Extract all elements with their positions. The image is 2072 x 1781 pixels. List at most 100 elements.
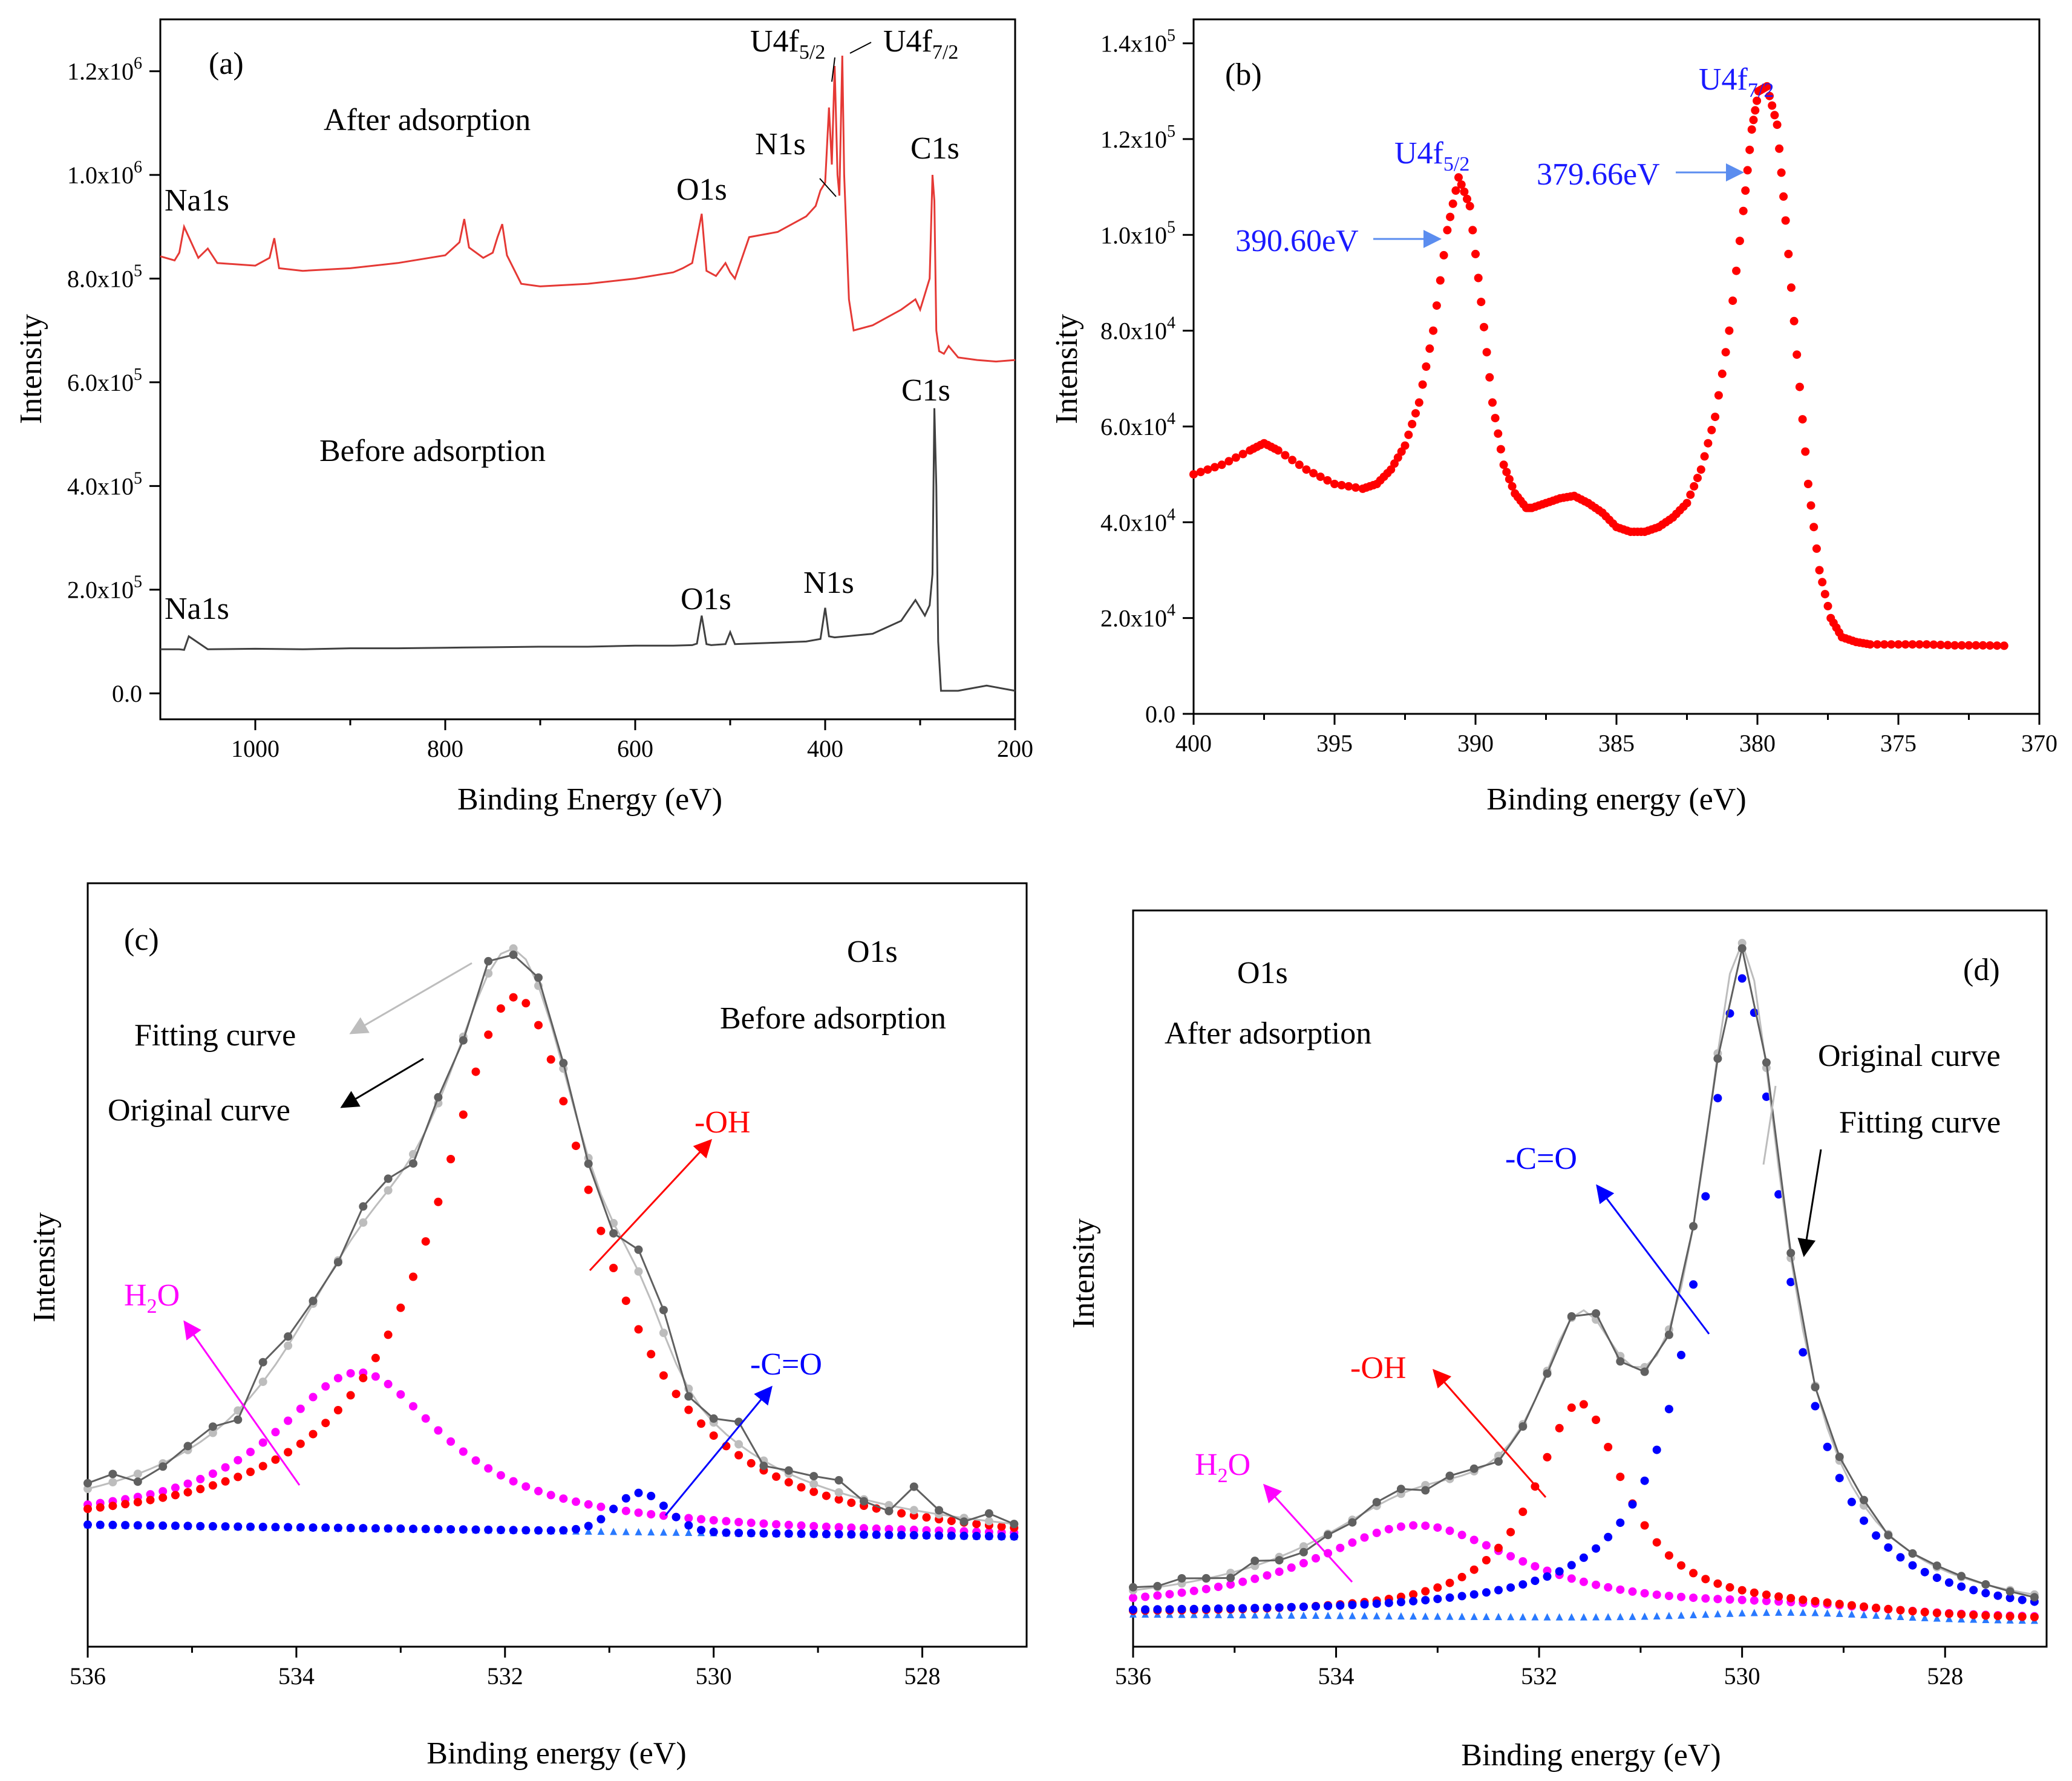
baseline-point: [1884, 1612, 1892, 1619]
baseline-point: [1787, 1608, 1795, 1616]
oh-point: [1494, 1543, 1503, 1552]
h2o-point: [371, 1372, 380, 1381]
baseline-point: [1336, 1612, 1344, 1619]
panel-c-state: Before adsorption: [720, 1001, 946, 1036]
u4f-point: [1936, 641, 1945, 649]
u4f-point: [1812, 544, 1821, 553]
original-curve-point: [584, 1159, 593, 1168]
fitting-curve-point: [834, 1488, 843, 1497]
oh-point: [446, 1155, 456, 1163]
h2o-point: [221, 1463, 230, 1472]
u4f-point: [1211, 463, 1219, 472]
panel-a-xlabel: Binding Energy (eV): [457, 782, 722, 817]
h2o-point: [621, 1506, 630, 1515]
u4f-point: [1288, 456, 1297, 465]
oh-point: [834, 1495, 843, 1504]
oh-point: [459, 1110, 468, 1119]
panel-d-co-arrow: [1596, 1184, 1710, 1335]
co-point: [1604, 1532, 1613, 1541]
h2o-point: [759, 1519, 768, 1528]
co-point: [1153, 1605, 1162, 1614]
oh-point: [621, 1296, 630, 1306]
baseline-point: [1275, 1611, 1283, 1619]
panel-c-ticks: 536 534 532 530 528: [70, 1647, 941, 1690]
co-point: [359, 1524, 368, 1533]
baseline-point: [1299, 1611, 1307, 1619]
panel-a-n1s-bot: N1s: [803, 566, 854, 600]
oh-point: [2005, 1612, 2015, 1621]
oh-point: [258, 1462, 267, 1471]
co-point: [1567, 1561, 1576, 1570]
baseline-point: [584, 1527, 592, 1535]
u4f-point: [1728, 296, 1737, 306]
baseline-point: [1361, 1612, 1368, 1619]
u4f-point: [1777, 168, 1786, 177]
co-point: [346, 1523, 355, 1532]
baseline-point: [1958, 1615, 1966, 1623]
panel-a-na1s-bot: Na1s: [165, 592, 229, 626]
co-point: [434, 1524, 443, 1534]
u4f-point: [1943, 641, 1952, 650]
panel-a-u72-leader: [849, 42, 872, 54]
h2o-point: [1372, 1528, 1381, 1537]
u4f-point: [1985, 641, 1995, 650]
co-point: [159, 1521, 168, 1530]
panel-a: 1000 800 600 400 200 0.0 2.0x105 4.0x105 6.0x105…: [14, 18, 1033, 817]
baseline-point: [1702, 1610, 1710, 1618]
oh-point: [1896, 1606, 1905, 1615]
original-curve-point: [1396, 1485, 1405, 1494]
co-point: [1299, 1603, 1308, 1611]
co-point: [909, 1531, 918, 1540]
baseline-point: [1690, 1610, 1698, 1618]
u4f-point: [1502, 468, 1511, 477]
h2o-point: [346, 1369, 355, 1378]
panel-a-xtick-label: 800: [427, 735, 463, 762]
oh-point: [847, 1498, 856, 1508]
oh-point: [947, 1517, 956, 1526]
original-curve-point: [1567, 1312, 1576, 1321]
oh-point: [1579, 1400, 1588, 1409]
h2o-point: [572, 1497, 580, 1506]
fitting-curve-point: [208, 1428, 217, 1437]
baseline-point: [635, 1528, 642, 1535]
u4f-point: [1411, 409, 1420, 418]
u4f-point: [1873, 640, 1882, 649]
baseline-point: [1848, 1610, 1855, 1618]
h2o-point: [1737, 1595, 1747, 1604]
u4f-point: [1765, 91, 1774, 100]
panel-b-xtick-label: 370: [2021, 730, 2057, 757]
u4f-point: [1281, 451, 1290, 460]
u4f-point: [1425, 344, 1434, 353]
co-point: [2018, 1595, 2027, 1604]
original-curve-point: [1640, 1367, 1649, 1376]
original-curve-point: [884, 1506, 894, 1515]
oh-point: [634, 1325, 643, 1334]
u4f-point: [1749, 116, 1758, 125]
oh-point: [647, 1350, 656, 1359]
baseline-point: [1860, 1610, 1868, 1618]
panel-c-ylabel: Intensity: [27, 1212, 62, 1322]
u4f-point: [1818, 578, 1827, 587]
co-point: [709, 1528, 718, 1537]
co-point: [1835, 1474, 1844, 1483]
co-point: [459, 1525, 468, 1534]
co-point: [471, 1525, 480, 1534]
baseline-point: [1592, 1613, 1600, 1621]
baseline-point: [610, 1528, 618, 1535]
h2o-point: [747, 1518, 756, 1528]
h2o-point: [459, 1447, 468, 1456]
u4f-point: [1224, 457, 1234, 466]
oh-point: [697, 1419, 705, 1428]
co-point: [1494, 1586, 1503, 1595]
co-point: [872, 1530, 881, 1539]
panel-b-energy-1: 390.60eV: [1235, 224, 1359, 258]
baseline-point: [1921, 1613, 1929, 1621]
u4f-point: [1809, 523, 1819, 532]
oh-point: [997, 1522, 1006, 1531]
panel-a-n1s-top: N1s: [755, 127, 806, 162]
baseline-point: [1324, 1612, 1332, 1619]
fitting-curve-point: [1299, 1542, 1308, 1551]
oh-point: [1555, 1423, 1564, 1433]
co-point: [321, 1523, 330, 1532]
fitting-curve-point: [809, 1480, 819, 1488]
